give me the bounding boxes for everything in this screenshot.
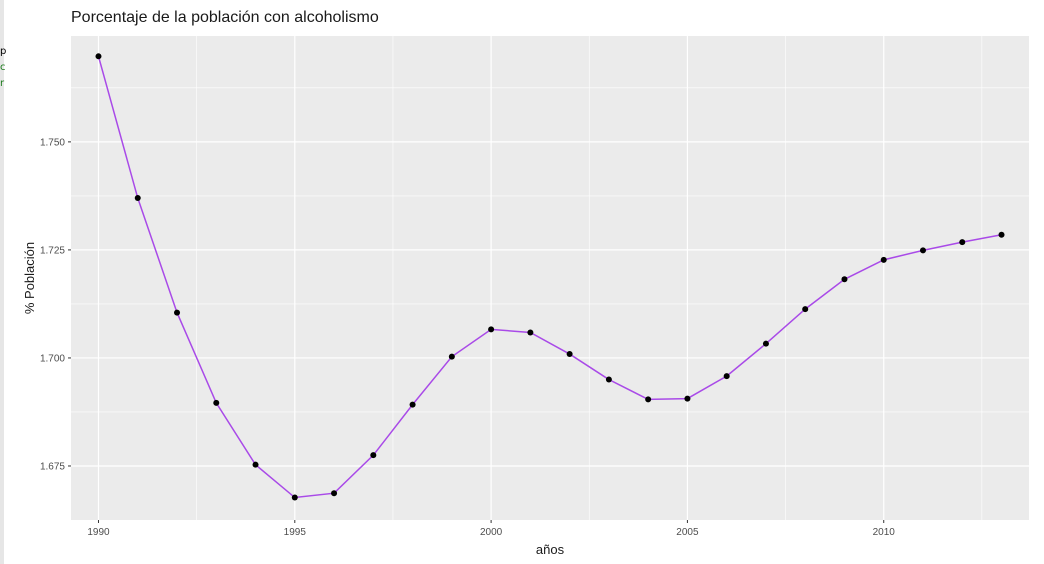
data-point — [802, 306, 809, 313]
edge-glyph: p — [0, 46, 7, 57]
data-point — [605, 376, 612, 383]
y-axis-title: % Población — [22, 242, 37, 314]
y-tick-label: 1.675 — [40, 461, 65, 472]
data-point — [880, 256, 887, 263]
data-point — [527, 329, 534, 336]
data-point — [213, 399, 220, 406]
data-point — [566, 351, 573, 358]
y-tick-label: 1.750 — [40, 137, 65, 148]
data-point — [370, 452, 377, 459]
data-point — [841, 276, 848, 283]
data-point — [174, 309, 181, 316]
edge-glyph: c — [0, 62, 6, 73]
x-tick-label: 2000 — [480, 527, 503, 538]
edge-glyph: r — [0, 78, 5, 89]
data-point — [448, 353, 455, 360]
data-point — [998, 231, 1005, 238]
window-left-edge — [0, 0, 4, 564]
data-point — [252, 461, 259, 468]
plot-panel — [71, 36, 1029, 520]
x-axis-title: años — [536, 542, 565, 557]
data-point — [684, 395, 691, 402]
data-point — [762, 340, 769, 347]
y-tick-label: 1.725 — [40, 245, 65, 256]
x-tick-label: 2005 — [676, 527, 699, 538]
data-point — [723, 373, 730, 380]
chart-title: Porcentaje de la población con alcoholis… — [71, 9, 379, 26]
data-point — [134, 195, 141, 202]
x-tick-label: 1995 — [284, 527, 307, 538]
series-line — [97, 56, 1002, 499]
data-point — [919, 247, 926, 254]
data-point — [291, 494, 298, 501]
data-point — [95, 53, 102, 60]
data-point — [645, 396, 652, 403]
x-tick-label: 2010 — [873, 527, 896, 538]
x-tick-label: 1990 — [87, 527, 110, 538]
data-point — [331, 490, 338, 497]
data-point — [959, 239, 966, 246]
y-tick-label: 1.700 — [40, 353, 65, 364]
data-point — [488, 326, 495, 333]
data-point — [409, 401, 416, 408]
